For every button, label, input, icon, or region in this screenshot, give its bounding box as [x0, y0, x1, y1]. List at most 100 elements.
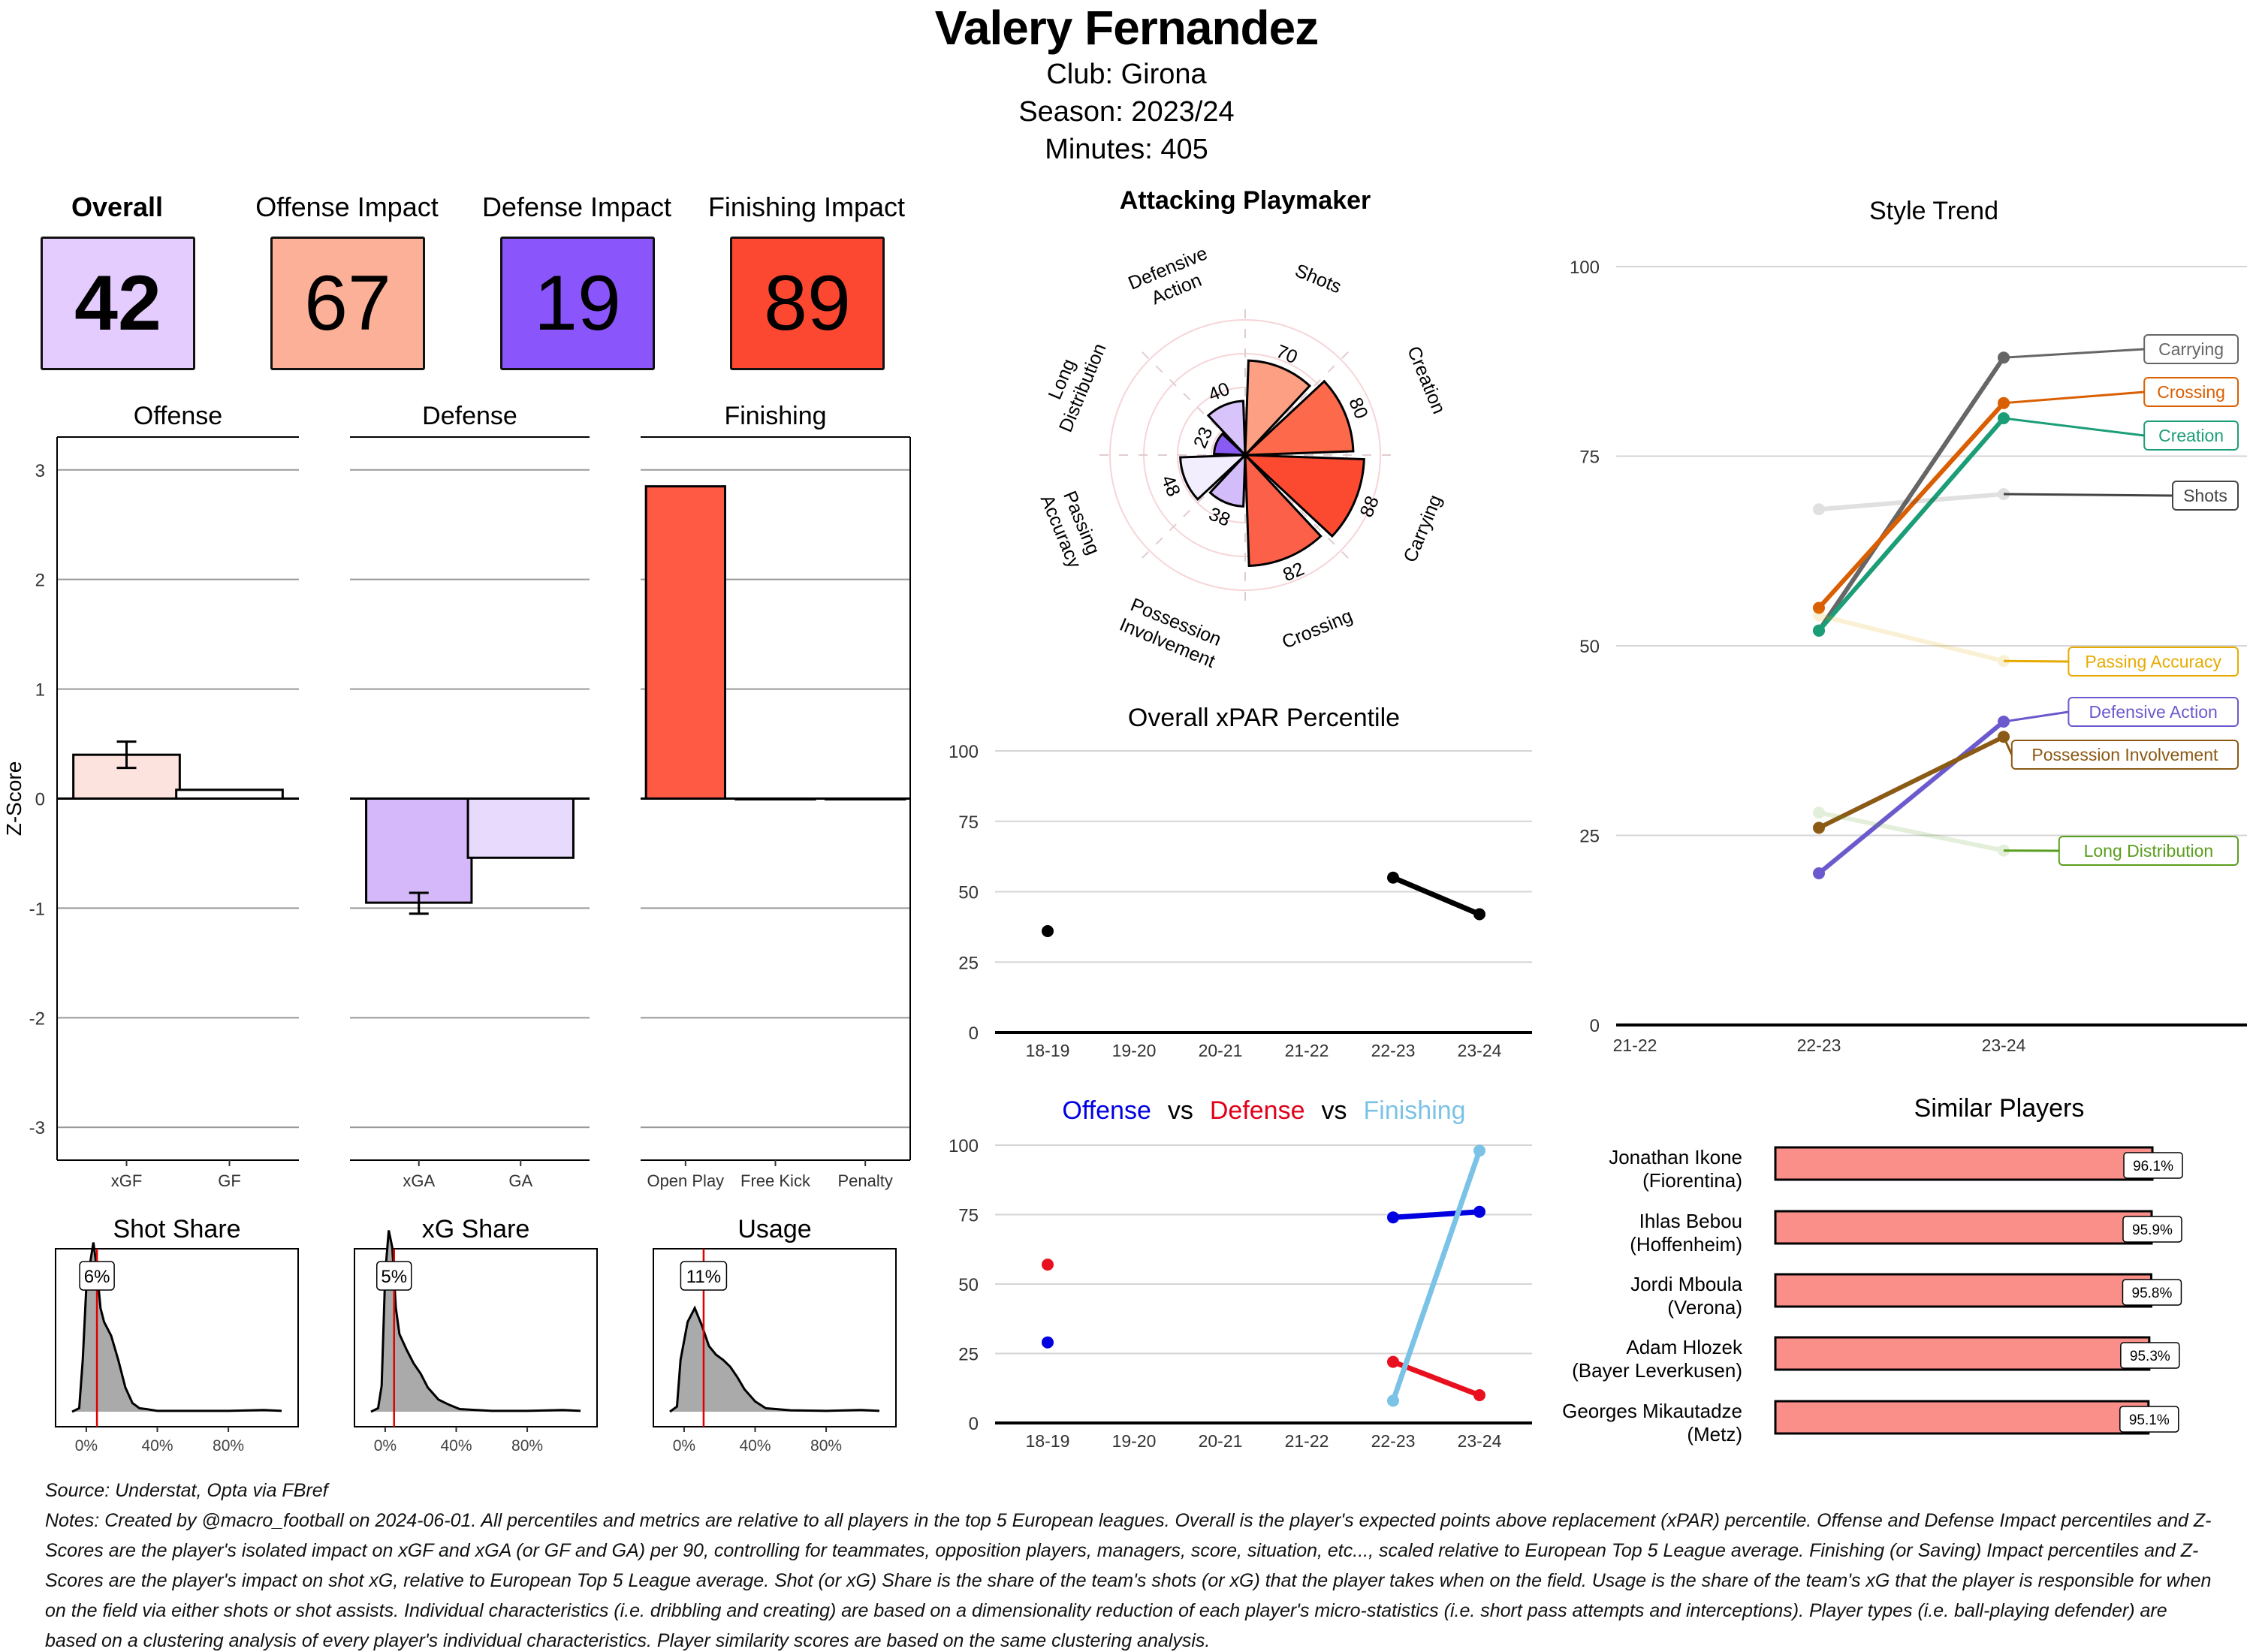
radar-bar-long-distribution [1213, 432, 1248, 457]
y-tick-label: 25 [958, 953, 979, 973]
x-tick-label: 20-21 [1199, 1041, 1243, 1060]
density-curve [669, 1305, 880, 1413]
label-box [2143, 421, 2239, 451]
y-tick-label: 2 [35, 571, 45, 591]
radar-value-label: 38 [1206, 503, 1233, 531]
x-tick-label: 40% [739, 1437, 771, 1455]
radar-value-label: 88 [1356, 493, 1383, 520]
y-tick-label: -2 [29, 1008, 45, 1029]
similar-players-chart: Similar Players Jonathan Ikone(Fiorentina… [1562, 1094, 2183, 1446]
distribution-shot-share: Shot Share 6% 0% 40% 80% [55, 1215, 299, 1455]
chart-title: Offense vs Defense vs Finishing [1062, 1096, 1465, 1125]
data-point [1813, 503, 1825, 516]
series-segment [1817, 613, 2006, 664]
series-segment [1390, 1147, 1482, 1403]
density-area [72, 1242, 282, 1412]
x-tick-label: 20-21 [1199, 1431, 1243, 1451]
similarity-label-box [2119, 1406, 2179, 1433]
series-segment [1817, 355, 2006, 633]
zscore-panel-defense: Defense xGA GA [350, 402, 590, 1190]
title-part-finishing: Finishing [1364, 1096, 1466, 1125]
series-defense [1042, 1259, 1485, 1401]
player-name: Jordi Mboula [1630, 1273, 1742, 1295]
x-tick-label: 80% [810, 1437, 842, 1455]
similar-player-row: Adam Hlozek(Bayer Leverkusen) 95.3% [1572, 1336, 2180, 1382]
data-point [1473, 1205, 1485, 1218]
x-tick-label: 21-22 [1613, 1036, 1657, 1055]
x-tick-label: 23-24 [1458, 1041, 1502, 1060]
player-name: Georges Mikautadze [1562, 1400, 1742, 1422]
series-label-crossing: Crossing [2003, 377, 2239, 407]
label-box [2172, 481, 2239, 511]
player-club: (Verona) [1667, 1296, 1742, 1319]
value-label-box [680, 1261, 728, 1291]
minutes-line: Minutes: 405 [1045, 134, 1208, 165]
x-tick-label: 80% [213, 1437, 244, 1455]
density-area [670, 1308, 879, 1412]
xpar-percentile-chart: Overall xPAR Percentile 0 25 50 75 100 18-19 19… [949, 704, 1532, 1060]
data-point [1042, 1259, 1054, 1271]
series-label: Carrying [2158, 339, 2224, 359]
bar-xga [365, 797, 473, 904]
x-tick-label: 0% [75, 1437, 98, 1455]
tile-value-offense-impact: 67 [270, 237, 425, 370]
x-tick-label: 18-19 [1026, 1041, 1070, 1060]
x-tick-label: 23-24 [1982, 1036, 2026, 1055]
data-point [1813, 601, 1825, 614]
value-label: 11% [686, 1267, 721, 1287]
x-tick-label: Free Kick [740, 1171, 811, 1190]
tile-value-defense-impact: 19 [500, 237, 655, 370]
series-defensive-action [1813, 716, 2010, 879]
series-finishing [1387, 1144, 1485, 1407]
x-tick-label: 80% [511, 1437, 543, 1455]
data-point [1042, 925, 1054, 937]
series-segment [1817, 719, 2006, 876]
y-tick-label: 100 [1570, 258, 1600, 278]
y-tick-label: 3 [35, 461, 45, 481]
y-tick-label: 50 [958, 883, 979, 903]
series-label-shots: Shots [2003, 481, 2239, 511]
bar-open-play [644, 485, 726, 800]
label-leader-line [2003, 659, 2069, 663]
similarity-label: 95.8% [2132, 1286, 2173, 1301]
panel-title: Defense [422, 402, 517, 430]
player-club: (Metz) [1687, 1423, 1742, 1446]
radar-category-label: Crossing [1279, 605, 1356, 653]
notes-text: Notes: Created by @macro_football on 202… [45, 1510, 2212, 1651]
data-point [1387, 1394, 1399, 1407]
panel-title: Offense [134, 402, 222, 430]
label-leader-line [2002, 736, 2013, 755]
club-line: Club: Girona [1046, 59, 1207, 90]
series-label-defensive-action: Defensive Action [2003, 697, 2239, 727]
similarity-label: 95.1% [2129, 1412, 2170, 1428]
data-point [1387, 1355, 1399, 1368]
chart-title: Style Trend [1869, 197, 1998, 225]
distribution-usage: Usage 11% 0% 40% 80% [653, 1215, 897, 1455]
y-tick-label: 100 [949, 742, 979, 762]
similarity-label-box [2123, 1152, 2183, 1179]
style-trend-chart: Style Trend 0 25 50 75 100 21-22 22-23 23-24 Carr… [1570, 197, 2247, 1055]
series-label-possession-involvement: Possession Involvement [2002, 736, 2239, 770]
similarity-bar [1774, 1336, 2151, 1371]
radar-bar-passing-accuracy [1179, 454, 1248, 502]
similar-player-row: Jonathan Ikone(Fiorentina) 96.1% [1609, 1146, 2183, 1192]
x-tick-label: GA [508, 1171, 532, 1190]
similarity-bar [1774, 1273, 2152, 1308]
x-tick-label: 40% [141, 1437, 173, 1455]
title-part-defense: Defense [1210, 1096, 1305, 1125]
series-segment [1390, 1209, 1482, 1220]
data-point [1387, 1211, 1399, 1224]
series-segment [1817, 492, 2006, 512]
y-tick-label: 0 [35, 790, 45, 810]
data-point [1473, 1389, 1485, 1401]
value-label: 5% [381, 1267, 407, 1287]
zscore-panel-finishing: Finishing Open Play Free Kick Penalty [641, 402, 911, 1190]
y-tick-label: 1 [35, 680, 45, 701]
y-tick-label: 75 [958, 1206, 979, 1226]
x-tick-label: 0% [673, 1437, 695, 1455]
radar-ring [1109, 319, 1381, 591]
y-tick-label: 0 [969, 1023, 979, 1044]
x-tick-label: Penalty [837, 1171, 892, 1190]
